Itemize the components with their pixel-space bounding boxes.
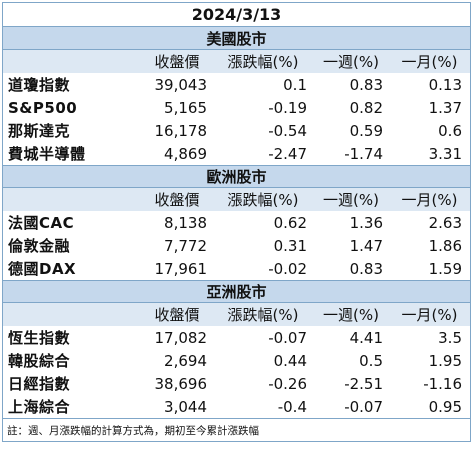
row-label: 韓股綜合 bbox=[8, 352, 71, 370]
week-value: 0.82 bbox=[349, 98, 383, 117]
week-value: 4.41 bbox=[349, 328, 383, 347]
header-close: 收盤價 bbox=[154, 53, 200, 71]
table-row: 日經指數 38,696 -0.26 -2.51 -1.16 bbox=[3, 372, 470, 395]
close-value: 4,869 bbox=[164, 144, 207, 163]
change-value: -0.4 bbox=[277, 397, 307, 416]
change-value: -0.54 bbox=[268, 121, 307, 140]
week-value: -2.51 bbox=[344, 374, 383, 393]
row-label: 上海綜合 bbox=[8, 398, 71, 416]
header-week: 一週(%) bbox=[323, 53, 379, 71]
header-change: 漲跌幅(%) bbox=[227, 191, 299, 209]
table-row: 恆生指數 17,082 -0.07 4.41 3.5 bbox=[3, 326, 470, 349]
header-change: 漲跌幅(%) bbox=[227, 53, 299, 71]
week-value: 1.36 bbox=[349, 213, 383, 232]
month-value: 1.86 bbox=[428, 236, 462, 255]
header-week: 一週(%) bbox=[323, 306, 379, 324]
month-value: 0.13 bbox=[428, 75, 462, 94]
header-month: 一月(%) bbox=[401, 53, 458, 71]
month-value: 0.95 bbox=[428, 397, 462, 416]
close-value: 2,694 bbox=[164, 351, 207, 370]
change-value: -0.19 bbox=[268, 98, 307, 117]
table-date-title: 2024/3/13 bbox=[3, 3, 470, 27]
market-table: 2024/3/13 美國股市 收盤價 漲跌幅(%) 一週(%) 一月(%) 道瓊… bbox=[2, 2, 471, 442]
change-value: -0.07 bbox=[268, 328, 307, 347]
month-value: 1.59 bbox=[428, 259, 462, 278]
month-value: -1.16 bbox=[423, 374, 462, 393]
header-close: 收盤價 bbox=[154, 191, 200, 209]
month-value: 1.95 bbox=[428, 351, 462, 370]
month-value: 2.63 bbox=[428, 213, 462, 232]
section-title-europe: 歐洲股市 bbox=[3, 165, 470, 188]
header-week: 一週(%) bbox=[323, 191, 379, 209]
table-row: 費城半導體 4,869 -2.47 -1.74 3.31 bbox=[3, 142, 470, 165]
row-label: 那斯達克 bbox=[8, 122, 71, 140]
row-label: 費城半導體 bbox=[8, 145, 86, 163]
table-row: 倫敦金融 7,772 0.31 1.47 1.86 bbox=[3, 234, 470, 257]
row-label: S&P500 bbox=[8, 98, 78, 117]
close-value: 38,696 bbox=[154, 374, 208, 393]
header-change: 漲跌幅(%) bbox=[227, 306, 299, 324]
change-value: 0.31 bbox=[273, 236, 307, 255]
change-value: 0.44 bbox=[273, 351, 307, 370]
close-value: 39,043 bbox=[154, 75, 208, 94]
row-label: 日經指數 bbox=[8, 375, 71, 393]
month-value: 1.37 bbox=[428, 98, 462, 117]
change-value: -2.47 bbox=[268, 144, 307, 163]
week-value: -1.74 bbox=[344, 144, 383, 163]
close-value: 17,082 bbox=[154, 328, 208, 347]
change-value: -0.02 bbox=[268, 259, 307, 278]
month-value: 3.31 bbox=[428, 144, 462, 163]
week-value: 1.47 bbox=[349, 236, 383, 255]
header-month: 一月(%) bbox=[401, 306, 458, 324]
header-close: 收盤價 bbox=[154, 306, 200, 324]
close-value: 5,165 bbox=[164, 98, 207, 117]
close-value: 16,178 bbox=[154, 121, 208, 140]
change-value: -0.26 bbox=[268, 374, 307, 393]
table-row: 上海綜合 3,044 -0.4 -0.07 0.95 bbox=[3, 395, 470, 418]
table-row: 德國DAX 17,961 -0.02 0.83 1.59 bbox=[3, 257, 470, 280]
table-row: 那斯達克 16,178 -0.54 0.59 0.6 bbox=[3, 119, 470, 142]
week-value: 0.59 bbox=[349, 121, 383, 140]
section-title-asia: 亞洲股市 bbox=[3, 280, 470, 303]
month-value: 0.6 bbox=[438, 121, 462, 140]
table-row: 韓股綜合 2,694 0.44 0.5 1.95 bbox=[3, 349, 470, 372]
month-value: 3.5 bbox=[438, 328, 462, 347]
row-label: 道瓊指數 bbox=[8, 76, 71, 94]
table-row: S&P500 5,165 -0.19 0.82 1.37 bbox=[3, 96, 470, 119]
change-value: 0.62 bbox=[273, 213, 307, 232]
row-label: 倫敦金融 bbox=[8, 237, 71, 255]
footnote: 註：週、月漲跌幅的計算方式為，期初至今累計漲跌幅 bbox=[3, 418, 470, 441]
close-value: 17,961 bbox=[154, 259, 208, 278]
section-rows-asia: 恆生指數 17,082 -0.07 4.41 3.5 韓股綜合 2,694 0.… bbox=[3, 326, 470, 418]
week-value: -0.07 bbox=[344, 397, 383, 416]
section-rows-europe: 法國CAC 8,138 0.62 1.36 2.63 倫敦金融 7,772 0.… bbox=[3, 211, 470, 280]
change-value: 0.1 bbox=[283, 75, 307, 94]
week-value: 0.83 bbox=[349, 259, 383, 278]
column-header-row: 收盤價 漲跌幅(%) 一週(%) 一月(%) bbox=[3, 50, 470, 73]
section-title-us: 美國股市 bbox=[3, 27, 470, 50]
week-value: 0.83 bbox=[349, 75, 383, 94]
header-month: 一月(%) bbox=[401, 191, 458, 209]
row-label: 德國DAX bbox=[8, 260, 77, 278]
row-label: 恆生指數 bbox=[8, 329, 71, 347]
section-rows-us: 道瓊指數 39,043 0.1 0.83 0.13 S&P500 5,165 -… bbox=[3, 73, 470, 165]
week-value: 0.5 bbox=[359, 351, 383, 370]
table-row: 道瓊指數 39,043 0.1 0.83 0.13 bbox=[3, 73, 470, 96]
close-value: 3,044 bbox=[164, 397, 207, 416]
close-value: 8,138 bbox=[164, 213, 207, 232]
column-header-row: 收盤價 漲跌幅(%) 一週(%) 一月(%) bbox=[3, 303, 470, 326]
row-label: 法國CAC bbox=[8, 214, 75, 232]
close-value: 7,772 bbox=[164, 236, 207, 255]
table-row: 法國CAC 8,138 0.62 1.36 2.63 bbox=[3, 211, 470, 234]
column-header-row: 收盤價 漲跌幅(%) 一週(%) 一月(%) bbox=[3, 188, 470, 211]
